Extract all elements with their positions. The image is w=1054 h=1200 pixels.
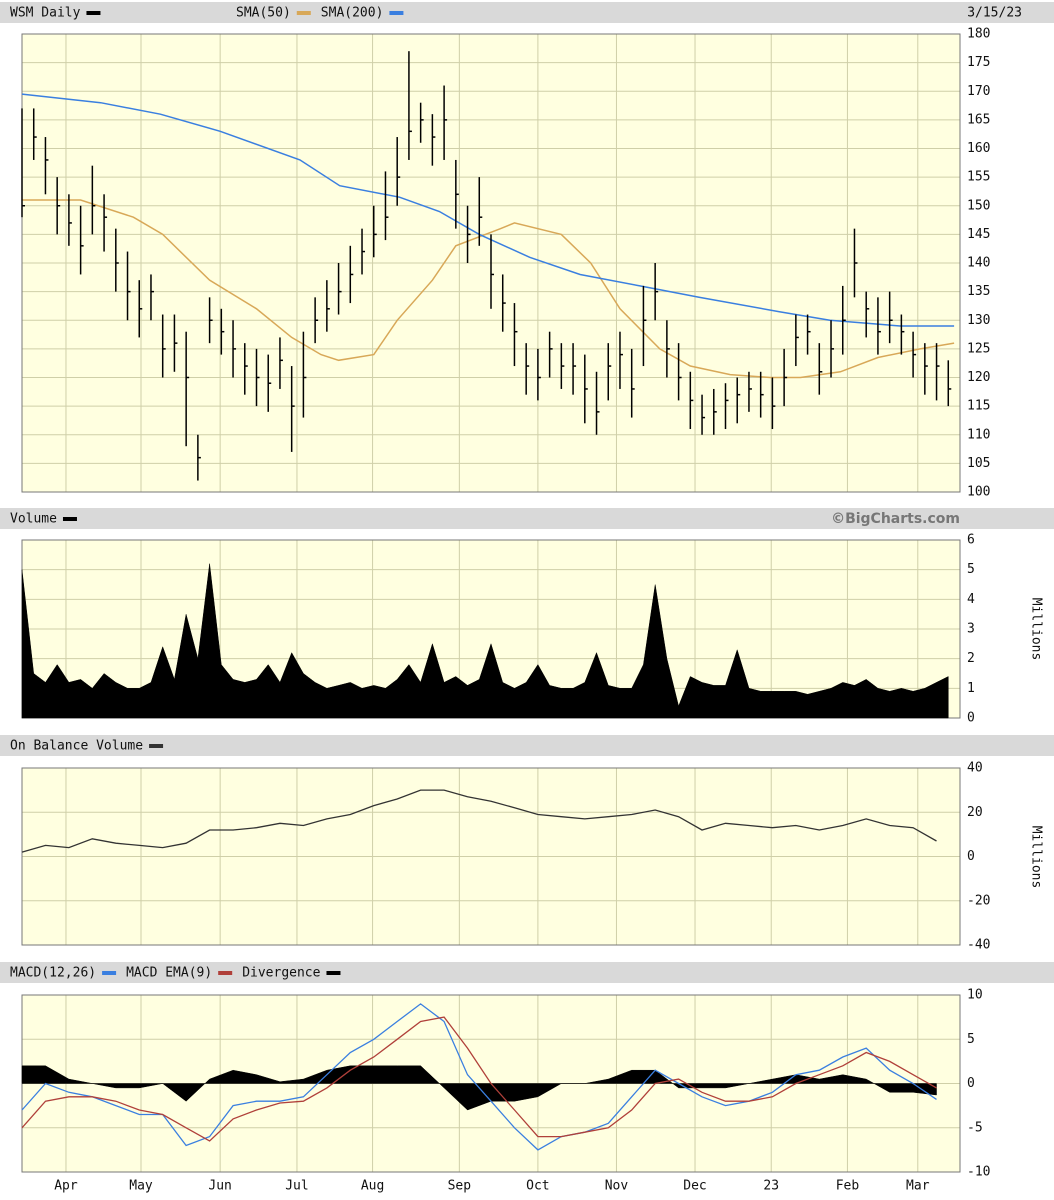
y-tick-label: 170	[967, 84, 990, 99]
y-tick-label: 6	[967, 533, 975, 548]
y-tick-label: 10	[967, 988, 983, 1003]
y-tick-label: -10	[967, 1165, 990, 1180]
y-tick-label: 2	[967, 651, 975, 666]
y-tick-label: 160	[967, 141, 990, 156]
legend-swatch	[86, 11, 101, 15]
legend-label: WSM Daily	[10, 6, 81, 21]
legend-label: Volume	[10, 512, 57, 527]
macd-band	[0, 962, 1054, 983]
source: ©BigCharts.com	[831, 511, 960, 527]
y-tick-label: 20	[967, 805, 983, 820]
sma-line	[22, 199, 955, 379]
x-tick-label: Feb	[836, 1179, 860, 1194]
y-tick-label: 110	[967, 427, 990, 442]
volume-area	[21, 563, 949, 719]
y-tick-label: 100	[967, 485, 990, 500]
legend-label: SMA(50)	[236, 6, 291, 21]
x-tick-label: 23	[763, 1179, 779, 1194]
y-tick-label: 150	[967, 198, 990, 213]
y-axis-label: Millions	[1029, 826, 1044, 889]
macd-line	[21, 1016, 937, 1142]
x-tick-label: Nov	[605, 1179, 629, 1194]
y-tick-label: 130	[967, 313, 990, 328]
obv-band	[0, 735, 1054, 756]
y-tick-label: 165	[967, 112, 990, 127]
y-tick-label: 105	[967, 456, 990, 471]
header-band	[0, 2, 1054, 23]
y-tick-label: 135	[967, 284, 990, 299]
y-tick-label: -20	[967, 893, 990, 908]
legend-swatch	[218, 971, 233, 975]
legend-label: Divergence	[242, 966, 320, 981]
x-tick-label: May	[129, 1179, 153, 1194]
x-tick-label: Jun	[208, 1179, 231, 1194]
y-tick-label: -5	[967, 1120, 983, 1135]
legend-label: SMA(200)	[321, 6, 384, 21]
panel-border	[21, 33, 961, 493]
x-tick-label: Jul	[285, 1179, 308, 1194]
y-tick-label: 120	[967, 370, 990, 385]
x-tick-label: Oct	[526, 1179, 549, 1194]
legend-swatch	[296, 11, 311, 15]
y-tick-label: 5	[967, 1032, 975, 1047]
legend-label: MACD(12,26)	[10, 966, 96, 981]
y-tick-label: 140	[967, 256, 990, 271]
y-tick-label: 40	[967, 761, 983, 776]
y-tick-label: 145	[967, 227, 990, 242]
y-tick-label: 125	[967, 341, 990, 356]
legend-label: On Balance Volume	[10, 739, 143, 754]
y-tick-label: 5	[967, 562, 975, 577]
y-tick-label: 0	[967, 711, 975, 726]
y-tick-label: 0	[967, 849, 975, 864]
legend-swatch	[62, 517, 77, 521]
x-tick-label: Apr	[54, 1179, 78, 1194]
x-tick-label: Aug	[361, 1179, 384, 1194]
legend-swatch	[389, 11, 404, 15]
y-tick-label: 3	[967, 622, 975, 637]
y-tick-label: -40	[967, 938, 990, 953]
y-tick-label: 115	[967, 399, 990, 414]
y-axis-label: Millions	[1029, 598, 1044, 661]
x-tick-label: Mar	[906, 1179, 930, 1194]
legend-swatch	[102, 971, 117, 975]
y-tick-label: 155	[967, 170, 990, 185]
legend-swatch	[326, 971, 341, 975]
x-tick-label: Dec	[683, 1179, 706, 1194]
y-tick-label: 175	[967, 55, 990, 70]
date: 3/15/23	[967, 6, 1022, 21]
volume-band	[0, 508, 1054, 529]
legend-swatch	[149, 744, 164, 748]
legend-label: MACD EMA(9)	[126, 966, 212, 981]
y-tick-label: 0	[967, 1076, 975, 1091]
panel-border	[21, 767, 961, 946]
x-tick-label: Sep	[448, 1179, 472, 1194]
y-tick-label: 4	[967, 592, 975, 607]
obv-line	[21, 789, 937, 853]
y-tick-label: 1	[967, 681, 975, 696]
macd-line	[21, 1003, 937, 1151]
y-tick-label: 180	[967, 27, 990, 42]
